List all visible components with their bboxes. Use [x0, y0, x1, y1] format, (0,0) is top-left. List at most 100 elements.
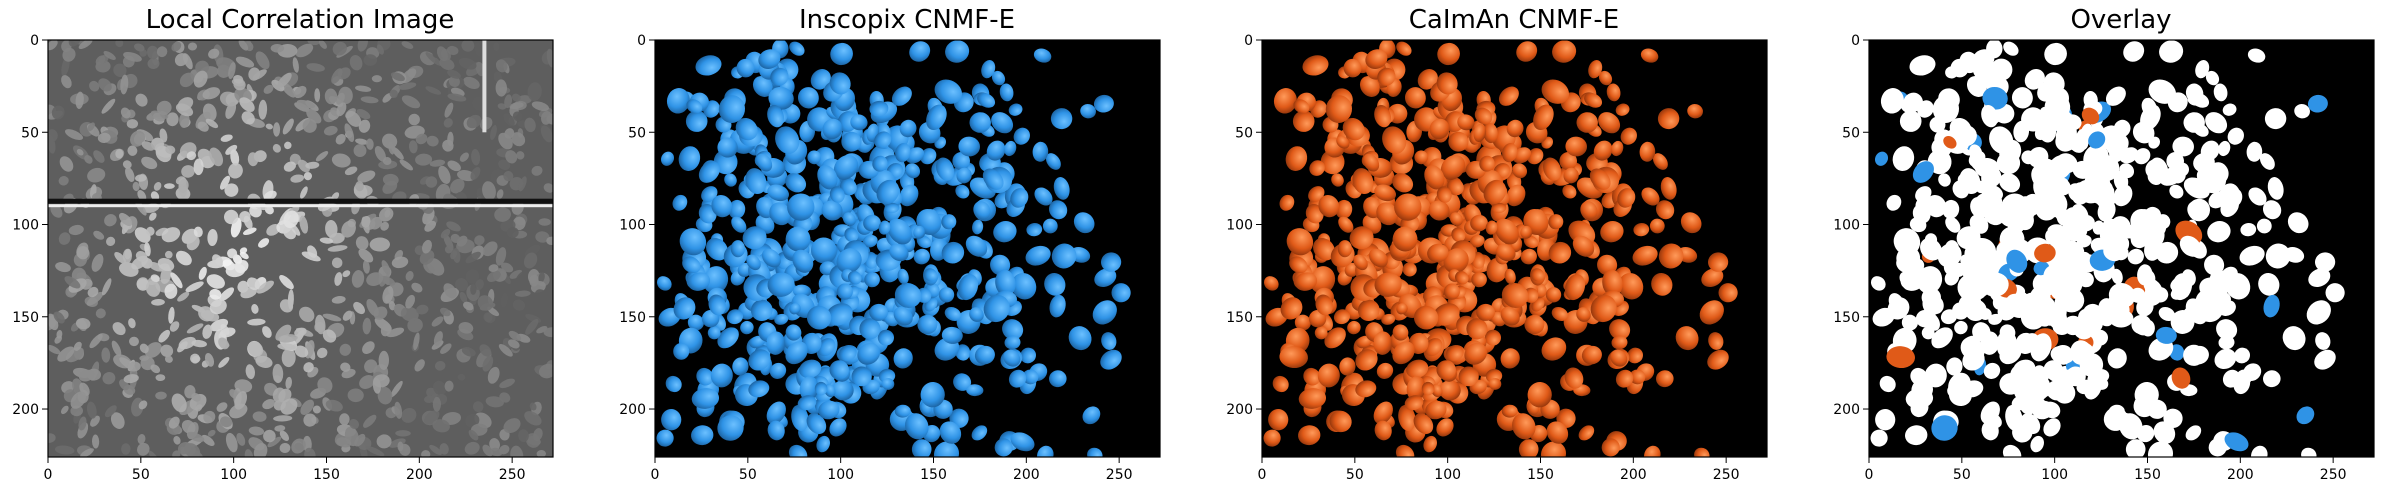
- cell-footprint: [1329, 410, 1352, 433]
- cell-footprint: [1611, 140, 1624, 157]
- cell-footprint: [1584, 92, 1603, 108]
- overlay-footprint: [2256, 218, 2272, 234]
- cell-footprint: [1392, 173, 1414, 193]
- cell-footprint: [769, 202, 792, 226]
- cell-footprint: [807, 150, 822, 165]
- cell-footprint: [1436, 360, 1456, 380]
- cell-footprint: [1365, 49, 1388, 69]
- cell-footprint: [1660, 177, 1677, 200]
- correlation-blob: [197, 148, 213, 163]
- cell-footprint: [1359, 76, 1380, 97]
- correlation-blob: [165, 145, 176, 155]
- correlation-blob: [285, 376, 292, 389]
- cell-footprint: [830, 42, 853, 66]
- cell-footprint: [1336, 136, 1350, 149]
- correlation-blob: [220, 323, 230, 336]
- cell-footprint: [1392, 324, 1409, 341]
- correlation-blob: [138, 400, 148, 410]
- correlation-blob: [225, 432, 238, 453]
- correlation-blob: [401, 407, 417, 423]
- overlay-footprint: [2050, 283, 2067, 300]
- cell-footprint: [1374, 104, 1392, 128]
- overlay-footprint: [1999, 226, 2025, 252]
- cell-footprint: [710, 363, 733, 388]
- cell-footprint: [1313, 237, 1335, 261]
- correlation-blob: [203, 410, 216, 424]
- cell-footprint: [1545, 287, 1562, 303]
- cell-footprint: [726, 309, 744, 325]
- cell-footprint: [1392, 226, 1418, 252]
- correlation-blob: [465, 251, 481, 264]
- correlation-blob: [399, 159, 414, 171]
- cell-footprint: [1349, 226, 1374, 250]
- cell-footprint: [822, 118, 843, 140]
- cell-footprint: [1424, 165, 1445, 190]
- overlay-footprint: [2152, 287, 2169, 303]
- correlation-blob: [229, 403, 248, 419]
- overlay-footprint: [1909, 55, 1936, 76]
- cell-footprint: [1293, 99, 1310, 114]
- overlay-footprint: [2046, 380, 2068, 401]
- correlation-blob: [293, 85, 307, 99]
- correlation-blob: [355, 138, 369, 145]
- correlation-blob: [209, 299, 227, 315]
- correlation-blob: [394, 401, 403, 419]
- cell-footprint: [1593, 140, 1613, 161]
- correlation-blob: [489, 438, 500, 451]
- overlay-footprint: [2034, 243, 2056, 263]
- correlation-blob: [181, 165, 195, 178]
- cell-footprint: [899, 119, 917, 138]
- cell-footprint: [728, 199, 746, 219]
- cell-footprint: [1343, 58, 1362, 78]
- cell-footprint: [1617, 188, 1636, 208]
- x-tick-label: 150: [920, 467, 947, 483]
- cell-footprint: [758, 49, 781, 69]
- correlation-blob: [91, 253, 104, 272]
- correlation-blob: [279, 299, 294, 313]
- correlation-blob: [401, 41, 414, 49]
- cell-footprint: [1610, 349, 1628, 367]
- overlay-footprint: [2263, 370, 2281, 388]
- y-tick-label: 200: [619, 402, 646, 418]
- cell-footprint: [1512, 163, 1528, 179]
- overlay-footprint: [2021, 150, 2036, 165]
- cell-footprint: [1455, 270, 1469, 285]
- cell-footprint: [986, 140, 1006, 161]
- cell-footprint: [1073, 212, 1095, 234]
- correlation-blob: [463, 76, 480, 89]
- cell-footprint: [1022, 369, 1039, 385]
- overlay-footprint: [2188, 345, 2209, 365]
- cell-footprint: [969, 307, 984, 322]
- cell-footprint: [905, 163, 921, 179]
- cell-footprint: [1576, 307, 1591, 322]
- correlation-blob: [164, 355, 173, 363]
- correlation-blob: [447, 69, 461, 79]
- cell-footprint: [1551, 306, 1569, 322]
- cell-footprint: [1615, 103, 1630, 116]
- cell-footprint: [817, 165, 838, 190]
- correlation-blob: [119, 212, 133, 227]
- overlay-footprint: [2107, 348, 2127, 369]
- correlation-blob: [247, 341, 264, 357]
- correlation-blob: [132, 181, 140, 192]
- correlation-blob: [153, 182, 162, 191]
- correlation-blob: [359, 375, 375, 389]
- cell-footprint: [1394, 193, 1422, 221]
- cell-footprint: [1335, 199, 1353, 219]
- cell-footprint: [1542, 157, 1562, 181]
- x-tick-label: 200: [1620, 467, 1647, 483]
- overlay-footprint: [2171, 367, 2191, 389]
- correlation-blob: [295, 43, 314, 58]
- x-tick-label: 150: [313, 467, 340, 483]
- correlation-blob: [253, 443, 268, 457]
- correlation-blob: [423, 262, 435, 274]
- cell-footprint: [887, 218, 912, 245]
- overlay-footprint: [2218, 140, 2231, 157]
- correlation-blob: [62, 47, 76, 62]
- cell-footprint: [1464, 342, 1488, 365]
- cell-footprint: [691, 425, 714, 446]
- correlation-blob: [354, 433, 366, 447]
- overlay-footprint: [2108, 404, 2125, 418]
- cell-footprint: [752, 76, 773, 97]
- overlay-footprint: [2053, 178, 2071, 196]
